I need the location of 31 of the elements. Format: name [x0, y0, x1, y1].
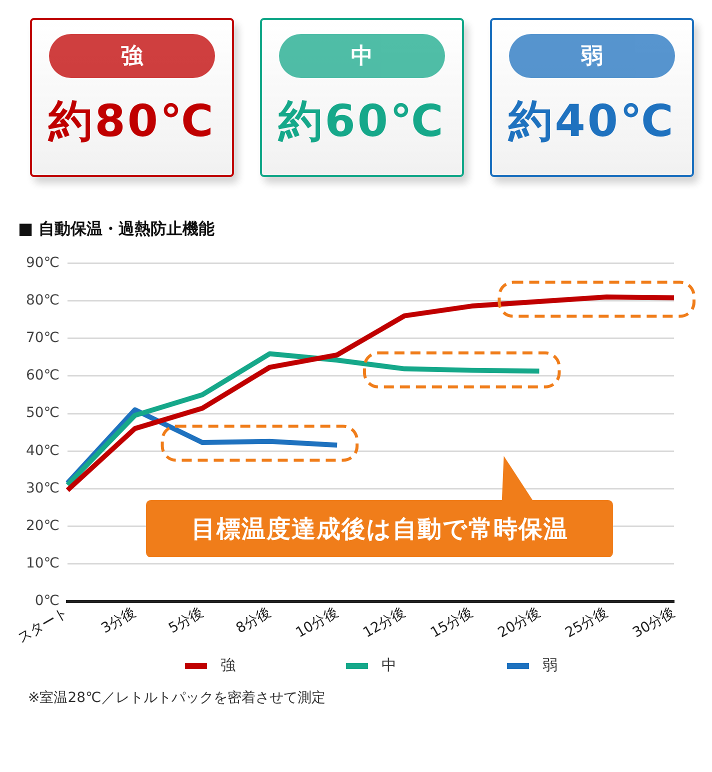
text: 約40℃: [508, 95, 676, 149]
y-tick-label: 70℃: [26, 330, 60, 346]
legend-label: 中: [382, 656, 396, 675]
y-tick-label: 80℃: [26, 292, 60, 308]
x-tick-label: 8分後: [234, 604, 274, 637]
y-tick-label: 20℃: [26, 518, 60, 534]
x-tick-label: 10分後: [293, 604, 341, 642]
text: 中: [279, 34, 445, 78]
chart-title: ■ 自動保温・過熱防止機能: [18, 218, 215, 238]
y-tick-label: 60℃: [26, 368, 60, 384]
x-tick-label: 20分後: [495, 604, 544, 642]
y-tick-label: 40℃: [26, 442, 60, 459]
speech-callout: 目標温度達成後は自動で常時保温: [146, 456, 614, 558]
x-tick-label: 30分後: [630, 604, 678, 642]
legend-label: 強: [220, 656, 236, 675]
text: 弱: [509, 34, 675, 78]
y-tick-label: 50℃: [26, 405, 60, 422]
x-tick-label: 5分後: [166, 604, 206, 637]
y-tick-label: 10℃: [26, 556, 60, 572]
annotation: 目標温度達成後は自動で常時保温: [146, 500, 614, 558]
x-tick-label: 3分後: [98, 604, 139, 637]
y-tick-label: 30℃: [26, 480, 60, 496]
text: 約80℃: [48, 95, 216, 149]
x-tick-label: 15分後: [428, 604, 476, 642]
text: 強: [49, 34, 215, 78]
text: 約60℃: [278, 95, 446, 149]
legend-label: 弱: [542, 656, 558, 675]
y-tick-label: 90℃: [26, 254, 60, 271]
x-tick-label: 25分後: [562, 604, 610, 642]
x-tick-label: 12分後: [360, 604, 408, 642]
text: ※室温28℃／レトルトパックを密着させて測定: [28, 689, 326, 707]
